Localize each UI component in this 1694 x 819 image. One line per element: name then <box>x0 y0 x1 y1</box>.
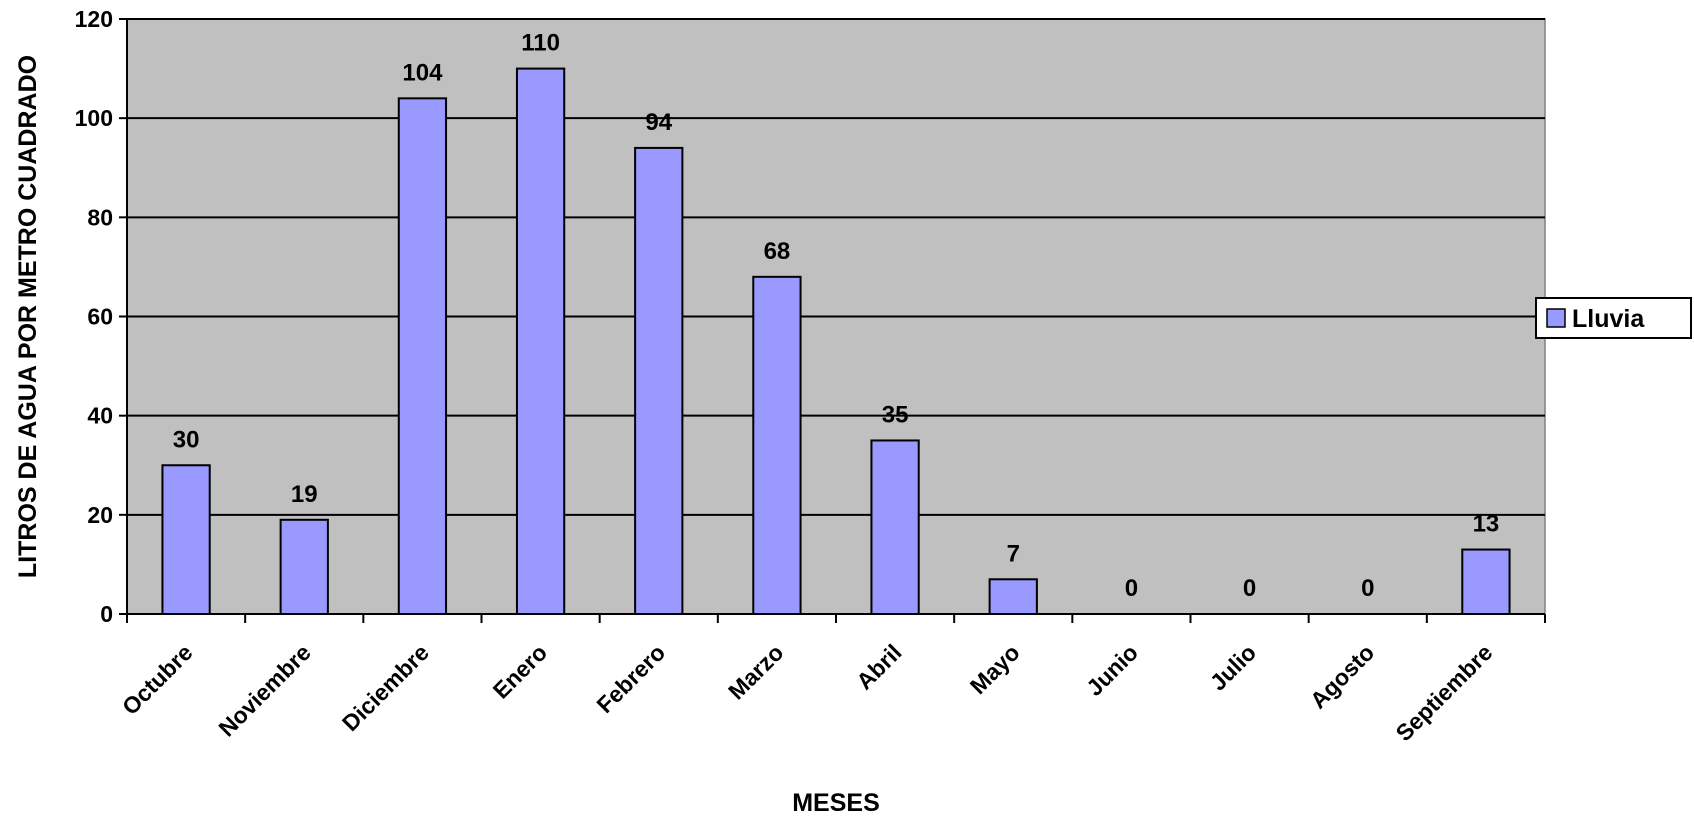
data-label-diciembre: 104 <box>402 59 443 86</box>
data-label-abril: 35 <box>882 401 909 428</box>
x-tick-label-abril: Abril <box>851 639 906 694</box>
data-label-agosto: 0 <box>1361 575 1374 602</box>
data-label-octubre: 30 <box>173 426 200 453</box>
bar-enero <box>515 67 566 616</box>
legend: Lluvia <box>1535 297 1692 339</box>
y-axis-title: LITROS DE AGUA POR METRO CUADRADO <box>14 55 42 578</box>
data-label-noviembre: 19 <box>291 481 318 508</box>
x-tick-label-agosto: Agosto <box>1305 639 1379 713</box>
bar-marzo <box>752 275 802 615</box>
data-label-febrero: 94 <box>645 109 672 136</box>
x-tick-label-febrero: Febrero <box>591 639 670 718</box>
y-tick-label: 80 <box>87 204 113 230</box>
x-tick-label-mayo: Mayo <box>965 639 1025 699</box>
bar-octubre <box>161 464 211 615</box>
y-tick-label: 100 <box>75 105 113 131</box>
x-tick-label-marzo: Marzo <box>723 639 788 704</box>
x-tick-label-diciembre: Diciembre <box>337 639 434 736</box>
bar-mayo <box>988 578 1038 616</box>
y-tick-label: 40 <box>87 403 113 429</box>
y-tick-label: 0 <box>100 601 113 627</box>
data-label-junio: 0 <box>1125 575 1138 602</box>
y-tick-label: 20 <box>87 502 113 528</box>
bar-noviembre <box>279 518 329 616</box>
bar-abril <box>870 439 920 616</box>
legend-swatch-lluvia <box>1546 308 1566 328</box>
x-tick-label-julio: Julio <box>1205 639 1261 695</box>
data-label-enero: 110 <box>521 30 560 57</box>
x-tick-label-septiembre: Septiembre <box>1390 639 1497 746</box>
y-tick-label: 120 <box>75 6 113 32</box>
x-tick-label-enero: Enero <box>488 639 552 703</box>
data-label-julio: 0 <box>1243 575 1256 602</box>
bar-febrero <box>634 146 684 616</box>
legend-label-lluvia: Lluvia <box>1572 305 1645 333</box>
x-tick-label-junio: Junio <box>1081 639 1143 701</box>
x-axis-title: MESES <box>792 789 880 817</box>
bar-septiembre <box>1461 548 1511 616</box>
x-tick-label-octubre: Octubre <box>117 639 198 720</box>
data-label-mayo: 7 <box>1007 540 1020 567</box>
x-tick-label-noviembre: Noviembre <box>213 639 315 741</box>
data-label-marzo: 68 <box>764 238 791 265</box>
data-label-septiembre: 13 <box>1473 511 1500 538</box>
y-tick-label: 60 <box>87 304 113 330</box>
bar-diciembre <box>397 97 448 616</box>
